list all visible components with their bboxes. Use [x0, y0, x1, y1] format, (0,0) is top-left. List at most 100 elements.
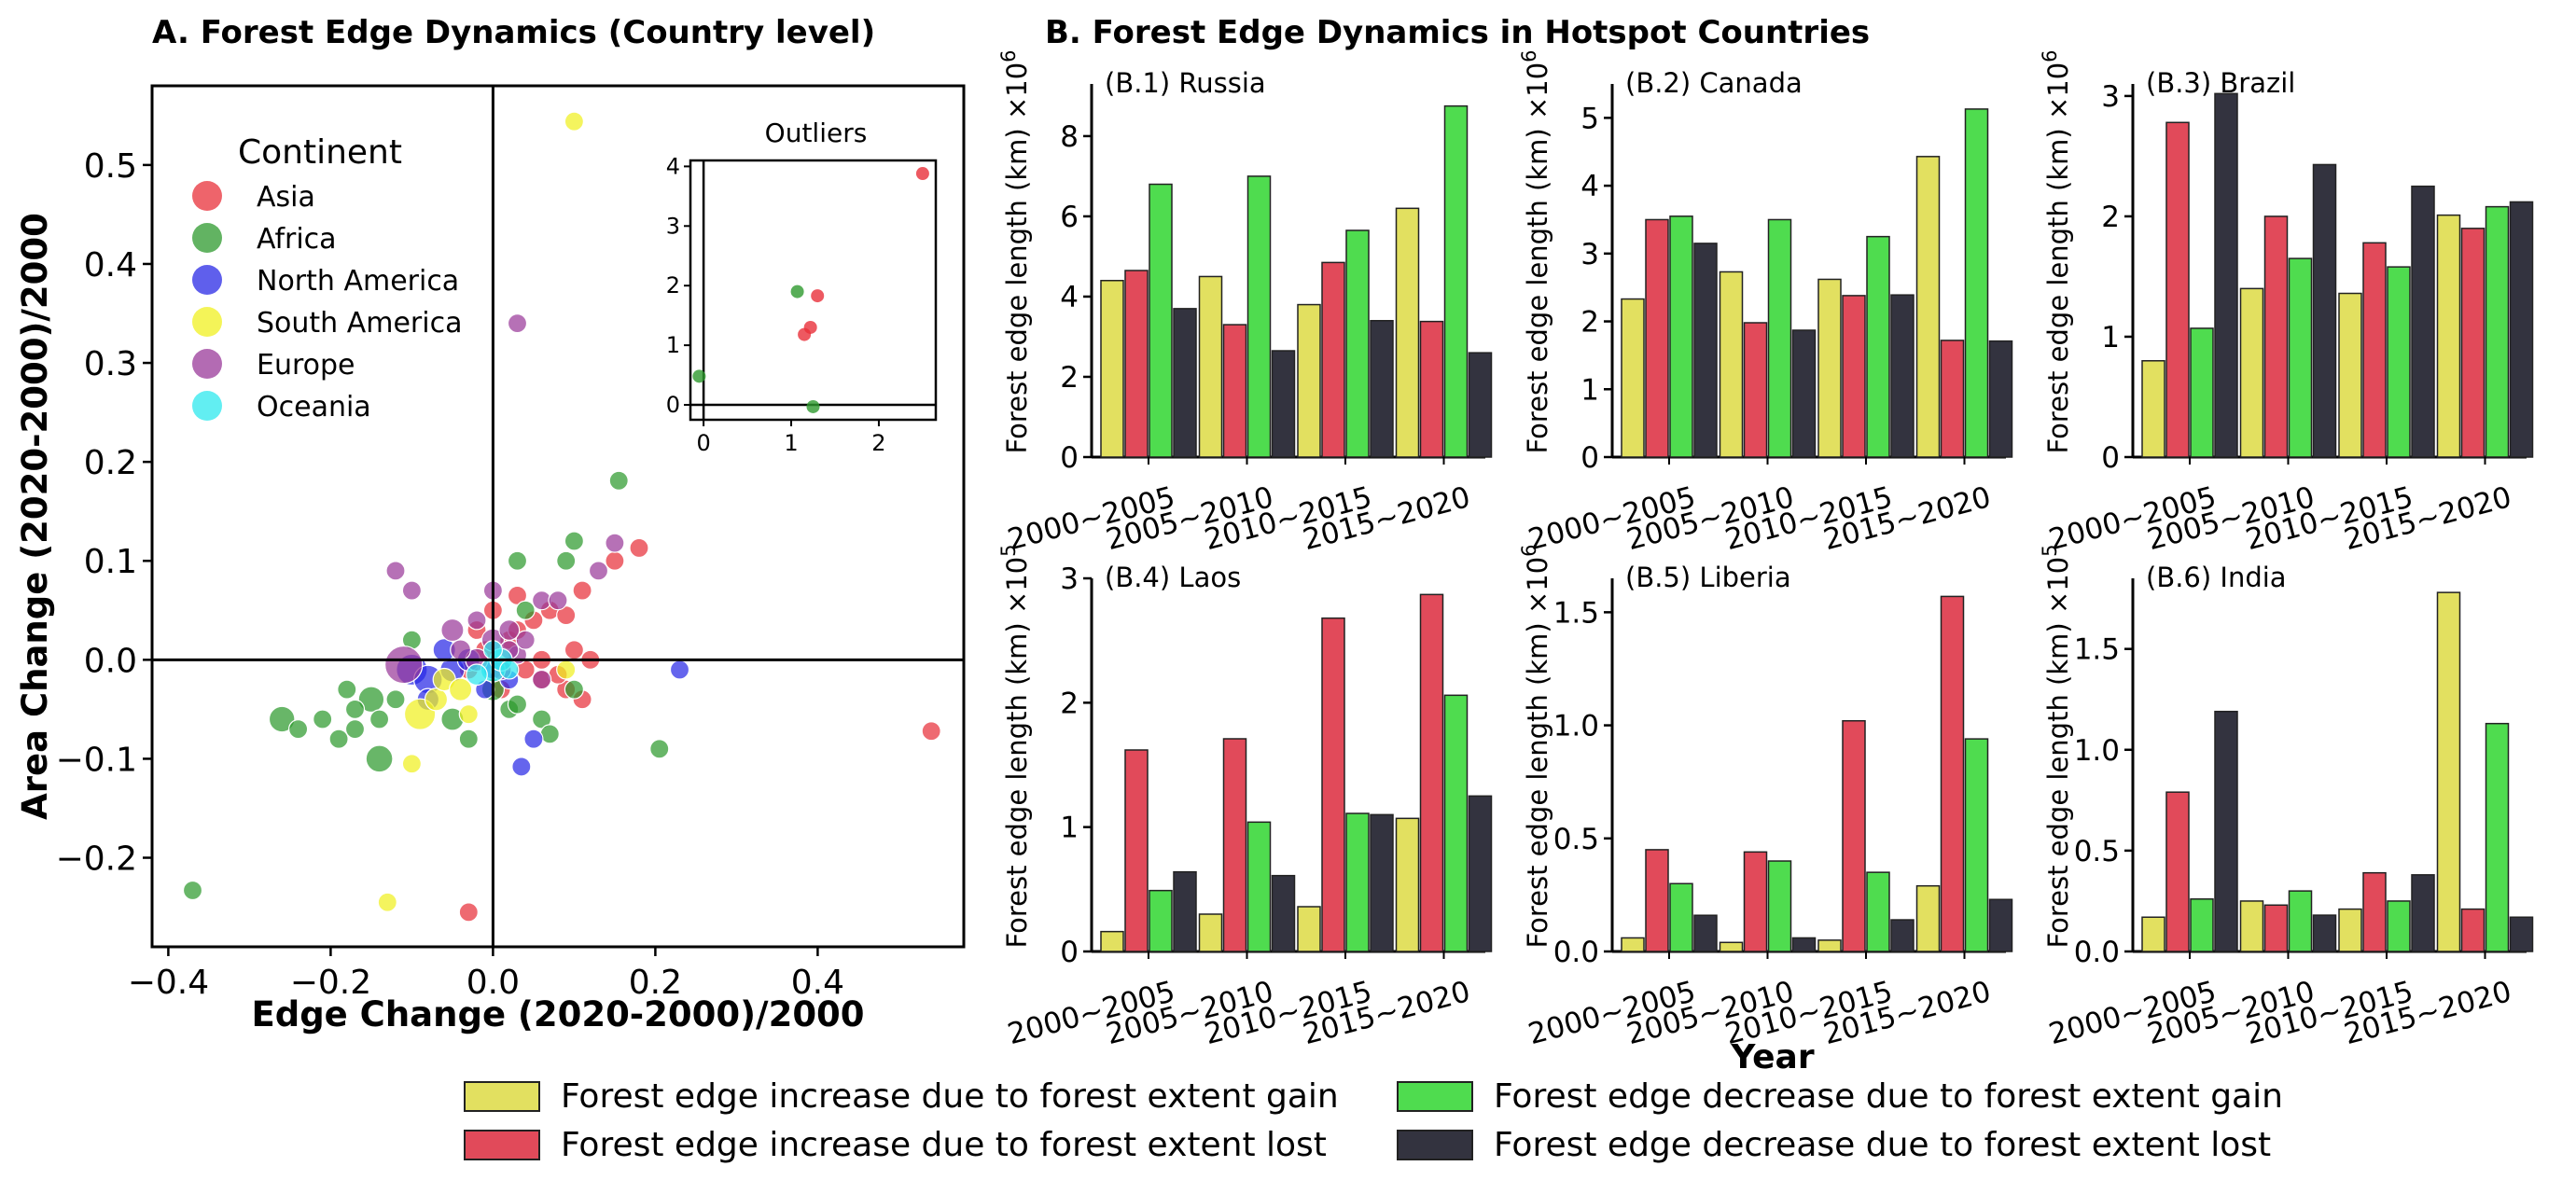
- bar-3: [1345, 229, 1370, 458]
- y-tick-label: 5: [1580, 102, 1599, 135]
- x-tick-label: 0.0: [466, 964, 520, 1002]
- scatter-point-africa: [182, 880, 203, 901]
- scatter-point-north-america: [523, 729, 544, 749]
- legend-title: Continent: [238, 133, 402, 172]
- scatter-plot: −0.4 −0.2 0.0 0.2 0.4 −0.2 −0.1 0.0 0.1 0.2 0.3 0.4…: [15, 84, 966, 1034]
- bar-legend-label: Forest edge decrease due to forest exten…: [1494, 1126, 2272, 1164]
- bar-2: [1222, 738, 1247, 952]
- bar-2: [1321, 261, 1345, 458]
- bar-3: [1345, 812, 1370, 952]
- bar-4: [1370, 320, 1394, 458]
- y-axis-label: Forest edge length (km) ×106: [1518, 544, 1553, 948]
- y-tick-label: 4: [1580, 170, 1599, 203]
- bar-2: [2362, 242, 2387, 458]
- legend-marker: [192, 181, 222, 211]
- y-tick-label: 0.4: [84, 246, 137, 285]
- bar-2: [1645, 849, 1669, 952]
- bar-4: [1890, 294, 1915, 458]
- scatter-point-africa: [385, 689, 406, 710]
- bar-4: [1791, 937, 1817, 952]
- bar-4: [1173, 308, 1197, 458]
- bar-2: [1842, 719, 1866, 952]
- y-tick-label: 1.0: [2074, 734, 2120, 768]
- scatter-point-europe: [515, 630, 536, 650]
- y-axis-label-text: Forest edge length (km) ×10: [1522, 62, 1553, 454]
- bar-1: [1621, 937, 1645, 952]
- scatter-point-south-america: [564, 111, 585, 132]
- bar-4: [1173, 870, 1197, 952]
- bar-4: [1988, 340, 2013, 458]
- y-tick-label: 1.5: [1553, 596, 1599, 630]
- scatter-point-africa: [556, 550, 577, 571]
- bar-4: [1693, 914, 1718, 952]
- scatter-point-asia: [629, 537, 649, 559]
- scatter-point-africa: [288, 718, 309, 740]
- bar-2: [2460, 228, 2485, 458]
- scatter-point-africa: [344, 718, 366, 740]
- bar-panel-4: (B.4) Laos 0 1 2 3 Forest edge length (km) ×1…: [997, 544, 1493, 1051]
- y-axis-label: Forest edge length (km) ×106: [1518, 49, 1553, 453]
- bar-legend-label: Forest edge increase due to forest exten…: [561, 1077, 1339, 1116]
- scatter-point-north-america: [511, 757, 532, 777]
- bar-1: [1198, 913, 1223, 952]
- x-tick-label: −0.4: [128, 964, 209, 1002]
- bar-1: [1100, 930, 1124, 952]
- bar-4: [2214, 710, 2238, 952]
- scatter-point-africa: [564, 679, 585, 700]
- panel-title: (B.2) Canada: [1625, 67, 1803, 99]
- y-axis-label-text: Forest edge length (km) ×10: [1001, 62, 1033, 454]
- bar-4: [2411, 874, 2435, 952]
- legend-marker: [192, 349, 222, 379]
- bar-3: [1767, 218, 1792, 458]
- bar-2: [1124, 749, 1149, 952]
- bar-2: [1419, 320, 1444, 458]
- scatter-point-africa: [564, 531, 585, 551]
- y-axis-label: Forest edge length (km) ×105: [2039, 544, 2074, 948]
- legend-marker: [192, 223, 222, 253]
- bar-3: [2190, 327, 2214, 458]
- scatter-point-africa: [507, 550, 528, 571]
- legend-label: Africa: [257, 223, 337, 256]
- panel-a-title: A. Forest Edge Dynamics (Country level): [152, 14, 875, 51]
- inset-x-tick-label: 0: [696, 430, 710, 456]
- y-tick-label: 0: [2101, 441, 2120, 475]
- bar-3: [1246, 175, 1272, 458]
- y-tick-label: 0: [1060, 936, 1079, 969]
- inset-point: [798, 327, 812, 341]
- scatter-point-africa: [515, 600, 536, 620]
- inset-y-tick-label: 3: [666, 213, 680, 239]
- bar-1: [2436, 214, 2461, 458]
- scatter-point-africa: [268, 705, 296, 733]
- scatter-point-europe: [384, 645, 424, 685]
- bar-1: [2436, 591, 2461, 952]
- inset-point: [806, 399, 820, 413]
- y-tick-label: −0.1: [56, 741, 137, 779]
- inset-x-tick-label: 2: [871, 430, 885, 456]
- y-tick-label: 0.2: [84, 444, 137, 482]
- bar-4: [1693, 243, 1718, 458]
- scatter-point-europe: [385, 561, 406, 581]
- bar-panel-1: (B.1) Russia 0 2 4 6 8 Forest edge length (km)…: [997, 49, 1493, 557]
- bar-4: [1890, 919, 1915, 952]
- scatter-point-africa: [608, 470, 629, 491]
- bar-3: [1149, 183, 1173, 458]
- y-tick-label: 1: [1060, 812, 1079, 845]
- scatter-point-europe: [507, 313, 528, 334]
- y-axis-label-text: Forest edge length (km) ×10: [2042, 557, 2074, 949]
- bar-legend-label: Forest edge decrease due to forest exten…: [1494, 1077, 2283, 1116]
- legend-label: North America: [257, 265, 459, 298]
- bar-2: [1743, 851, 1768, 952]
- scatter-point-africa: [649, 739, 670, 759]
- panel-title: (B.4) Laos: [1105, 562, 1241, 593]
- bar-2: [1940, 595, 1965, 952]
- bar-3: [2190, 898, 2214, 952]
- legend-label: Asia: [257, 181, 315, 214]
- bar-legend-label: Forest edge increase due to forest exten…: [561, 1126, 1327, 1164]
- legend-label: Europe: [257, 349, 355, 382]
- scatter-point-europe: [531, 669, 552, 690]
- bar-legend-item: Forest edge decrease due to forest exten…: [1397, 1126, 2271, 1164]
- scatter-point-oceania: [499, 659, 520, 680]
- bar-legend-swatch: [1397, 1130, 1473, 1160]
- scatter-point-europe: [588, 561, 609, 581]
